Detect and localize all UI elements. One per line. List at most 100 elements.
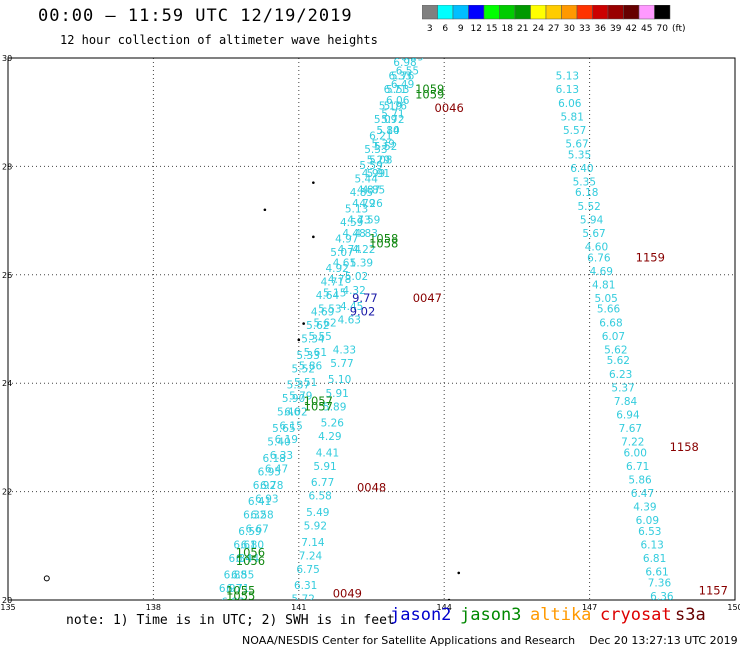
data-label-cryosat: 5.15 — [323, 287, 346, 299]
data-label-jason2: 9.77 — [352, 291, 378, 305]
data-label-cryosat: 5.26 — [321, 418, 345, 430]
colorbar-label: 21 — [517, 24, 528, 34]
data-label-cryosat: 6.88 — [224, 569, 247, 581]
x-tick-label: 141 — [291, 603, 306, 612]
data-label-cryosat: 6.58 — [250, 510, 273, 522]
y-tick-label: 22 — [2, 488, 12, 497]
data-label-cryosat: 4.87 — [357, 185, 380, 197]
data-label-cryosat: 6.95 — [258, 466, 281, 478]
legend-s3a: s3a — [675, 605, 706, 625]
data-label-cryosat: 6.98 — [393, 57, 416, 69]
data-label-cryosat: 4.85 — [362, 185, 385, 197]
data-label-cryosat: 6.36 — [650, 591, 674, 603]
data-label-cryosat: 5.94 — [580, 214, 604, 226]
data-label-cryosat: 5.91 — [313, 461, 336, 473]
data-label-cryosat: 6.94 — [616, 409, 640, 421]
data-label-cryosat: 4.97 — [335, 233, 358, 245]
colorbar-label: 42 — [626, 24, 637, 34]
data-label-cryosat: 6.97 — [219, 583, 242, 595]
data-label-cryosat: 6.13 — [556, 84, 579, 96]
data-label-cryosat: 5.72 — [292, 594, 315, 606]
data-label-cryosat: 5.09 — [374, 114, 397, 126]
footer-credit: NOAA/NESDIS Center for Satellite Applica… — [242, 634, 738, 647]
colorbar-label: 15 — [486, 24, 497, 34]
data-label-cryosat: 6.13 — [640, 540, 663, 552]
data-label-cryosat: 5.77 — [330, 358, 353, 370]
data-label-cryosat: 4.45 — [340, 301, 363, 313]
data-label-cryosat: 4.61 — [333, 258, 356, 270]
data-label-cryosat: 5.53 — [386, 84, 409, 96]
data-label-cryosat: 5.65 — [272, 423, 295, 435]
data-label-cryosat: 4.85 — [350, 187, 373, 199]
data-label-cryosat: 5.81 — [561, 111, 584, 123]
plot-frame — [7, 57, 736, 601]
data-label-cryosat: 4.26 — [359, 198, 383, 210]
data-label-cryosat: 5.40 — [267, 437, 290, 449]
data-label-cryosat: 6.19 — [275, 434, 298, 446]
data-label-cryosat: 6.61 — [233, 540, 256, 552]
data-label-cryosat: 5.79 — [289, 390, 312, 402]
data-label-cryosat: 6.40 — [570, 163, 593, 175]
data-label-cryosat: 5.46 — [277, 407, 301, 419]
colorbar-label: 39 — [610, 24, 622, 34]
data-label-cryosat: 5.61 — [304, 347, 327, 359]
data-label-s3a: 1159 — [636, 250, 665, 264]
data-label-cryosat: 4.48 — [342, 228, 365, 240]
data-label-jason3: 1059 — [415, 88, 444, 102]
legend-jason3: jason3 — [460, 605, 522, 625]
y-tick-label: 30 — [2, 54, 12, 63]
data-label-cryosat: 6.33 — [388, 71, 411, 83]
data-label-cryosat: 6.33 — [270, 450, 293, 462]
data-label-cryosat: 5.76 — [384, 100, 408, 112]
data-label-cryosat: 5.13 — [556, 71, 579, 83]
data-label-cryosat: 6.06 — [386, 95, 410, 107]
colorbar-label: 45 — [641, 24, 652, 34]
data-label-cryosat: 5.52 — [292, 363, 315, 375]
data-label-cryosat: 6.47 — [265, 464, 288, 476]
data-label-s3a: 0049 — [333, 586, 362, 600]
land-marker — [312, 181, 315, 184]
x-tick-label: 138 — [146, 603, 161, 612]
data-label-cryosat: 6.23 — [609, 369, 632, 381]
data-label-cryosat: 5.13 — [345, 203, 368, 215]
data-label-cryosat: 7.22 — [621, 437, 644, 449]
colorbar-label: 9 — [458, 24, 464, 34]
data-label-cryosat: 6.80 — [241, 540, 264, 552]
data-label-cryosat: 6.31 — [294, 580, 317, 592]
data-label-cryosat: 6.49 — [391, 79, 414, 91]
data-label-cryosat: 5.92 — [304, 521, 327, 533]
data-label-cryosat: 5.35 — [568, 149, 591, 161]
land-marker — [447, 598, 451, 600]
data-label-s3a: 0048 — [357, 481, 386, 495]
data-label-cryosat: 5.91 — [367, 168, 390, 180]
data-label-cryosat: 5.37 — [611, 382, 634, 394]
colorbar-label: 24 — [533, 24, 545, 34]
data-label-jason3: 1057 — [304, 399, 333, 413]
land-marker — [297, 338, 301, 342]
data-label-cryosat: 5.53 — [318, 304, 341, 316]
x-tick-label: 135 — [0, 603, 15, 612]
data-label-cryosat: 5.91 — [325, 388, 348, 400]
data-label-cryosat: 5.44 — [355, 174, 379, 186]
land-marker — [302, 322, 305, 325]
data-label-cryosat: 6.71 — [384, 84, 407, 96]
data-label-cryosat: 5.02 — [345, 271, 368, 283]
data-label-cryosat: 6.59 — [238, 526, 261, 538]
data-label-cryosat: 4.59 — [357, 214, 380, 226]
data-label-cryosat: 4.79 — [352, 198, 375, 210]
data-label-cryosat: 5.72 — [381, 114, 404, 126]
land-marker — [312, 235, 315, 239]
data-label-cryosat: 4.39 — [633, 502, 656, 514]
data-label-jason3: 1056 — [236, 546, 265, 560]
data-label-jason2: 9.02 — [350, 304, 376, 318]
data-label-cryosat: 6.53 — [638, 526, 661, 538]
data-label-cryosat: 5.39 — [350, 258, 373, 270]
colorbar-label: 27 — [548, 24, 559, 34]
colorbar-label: 70 — [657, 24, 669, 34]
colorbar-label: 33 — [579, 24, 590, 34]
data-label-cryosat: 6.75 — [296, 564, 319, 576]
data-label-cryosat: 5.52 — [577, 201, 600, 213]
colorbar-label: 36 — [595, 24, 607, 34]
data-label-cryosat: 6.32 — [243, 510, 266, 522]
data-label-cryosat: 4.29 — [318, 431, 341, 443]
